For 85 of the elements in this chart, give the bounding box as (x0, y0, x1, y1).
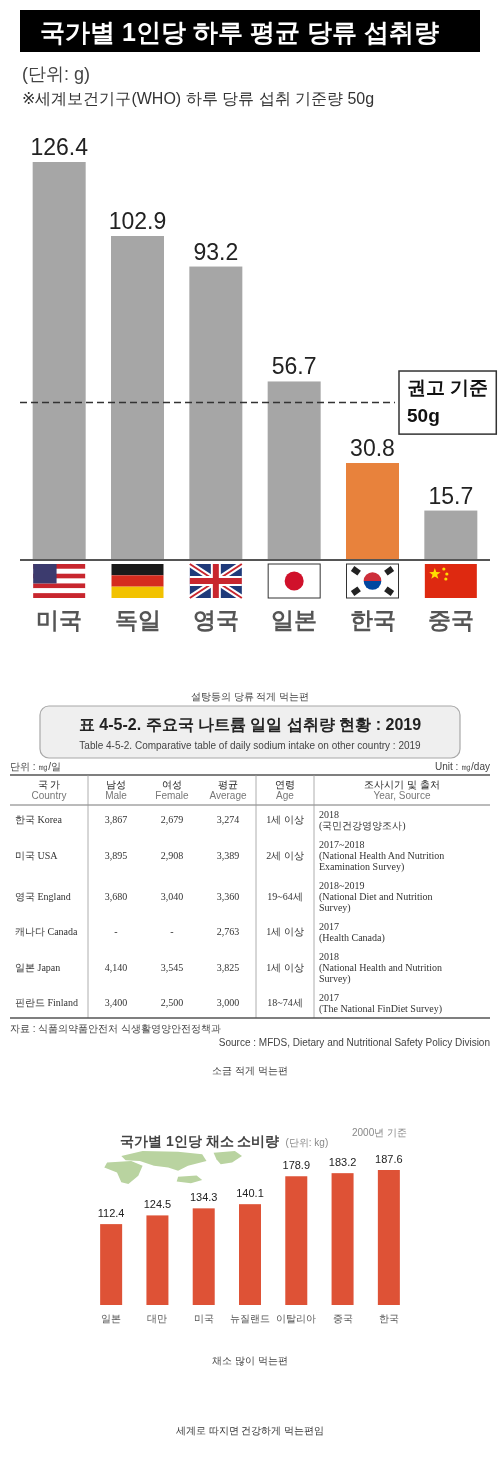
cell: 1세 이상 (266, 814, 304, 825)
subtitle: (단위: g) (22, 64, 90, 84)
row-header: 핀란드 Finland (15, 997, 79, 1008)
cell: 2,908 (160, 849, 184, 861)
title: 표 4-5-2. 주요국 나트륨 일일 섭취량 현황 : 2019 (78, 716, 422, 733)
cell: 18~74세 (267, 997, 303, 1008)
cell: 2017 (The National FinDiet Survey) (319, 991, 443, 1014)
category-label: 뉴질랜드 (230, 1313, 270, 1324)
cell: 2018~2019 (National Diet and Nutrition Survey) (319, 879, 433, 913)
cell: 2018 (National Health and Nutrition Survey) (319, 950, 443, 984)
title: 국가별 1인당 하루 평균 당류 섭취량 (40, 18, 439, 46)
data-label: 56.7 (271, 353, 317, 380)
category-label: 미국 (193, 1313, 214, 1324)
data-label: 124.5 (143, 1198, 172, 1211)
cell: 3,680 (104, 890, 128, 902)
column-header: 남성 Male (105, 779, 127, 801)
cell: 2018 (국민건강영양조사) (319, 808, 406, 831)
cell: - (170, 926, 174, 937)
cell: 2017~2018 (National Health And Nutrition Examination Survey) (319, 838, 445, 872)
cell: 2세 이상 (266, 849, 304, 861)
category-label: 이탈리아 (276, 1313, 317, 1324)
category-label: 미국 (36, 607, 83, 633)
data-label: 15.7 (428, 482, 474, 509)
cell: 1세 이상 (266, 961, 304, 973)
data-label: 183.2 (328, 1156, 357, 1169)
row-header: 영국 England (15, 890, 71, 902)
annotation: 소금 적게 먹는편 (212, 1065, 288, 1076)
cell: 2017 (Health Canada) (319, 920, 385, 943)
cell: 3,274 (216, 814, 240, 825)
data-label: 178.9 (282, 1159, 311, 1172)
annotation: Unit : ㎎/day (434, 761, 490, 772)
annotation: ※세계보건기구(WHO) 하루 당류 섭취 기준량 50g (22, 90, 375, 107)
column-header: 평균 Average (209, 779, 247, 801)
cell: 19~64세 (267, 890, 303, 902)
annotation: Source : MFDS, Dietary and Nutritional Safety Policy Division (218, 1037, 490, 1048)
row-header: 미국 USA (15, 849, 58, 861)
cell: 3,545 (160, 961, 184, 973)
cell: 3,825 (216, 961, 240, 973)
annotation: 자료 : 식품의약품안전처 식생활영양안전정책과 (10, 1023, 222, 1034)
category-label: 독일 (114, 607, 161, 633)
category-label: 대만 (147, 1313, 168, 1324)
cell: 2,679 (160, 814, 184, 825)
data-label: 126.4 (30, 134, 88, 160)
row-header: 한국 Korea (15, 814, 62, 825)
annotation: 설탕등의 당류 적게 먹는편 (190, 691, 310, 702)
cell: 3,389 (216, 849, 240, 861)
data-label: 140.1 (236, 1187, 264, 1200)
cell: 1세 이상 (266, 926, 304, 937)
cell: 3,400 (104, 997, 128, 1008)
row-header: 일본 Japan (15, 961, 61, 973)
subtitle: (단위: kg) (285, 1137, 329, 1148)
category-label: 한국 (349, 607, 396, 633)
annotation: 2000년 기준 (352, 1127, 408, 1138)
category-label: 일본 (271, 607, 318, 633)
column-header: 여성 Female (155, 779, 189, 801)
cell: 3,360 (216, 890, 240, 902)
data-label: 134.3 (189, 1191, 218, 1204)
category-label: 한국 (378, 1313, 399, 1324)
column-header: 국 가 Country (31, 779, 67, 801)
subtitle: Table 4-5-2. Comparative table of daily sodium intake on other country : 2019 (79, 740, 421, 751)
cell: 3,000 (216, 997, 240, 1008)
annotation: 채소 많이 먹는편 (212, 1355, 288, 1366)
annotation: 단위 : ㎎/일 (10, 761, 62, 772)
category-label: 중국 (427, 607, 474, 633)
data-label: 112.4 (97, 1207, 125, 1220)
column-header: 조사시기 및 출처 Year, Source (364, 779, 440, 801)
category-label: 중국 (332, 1313, 353, 1324)
title: 국가별 1인당 채소 소비량 (120, 1133, 280, 1149)
cell: 4,140 (104, 961, 128, 973)
data-label: 93.2 (193, 238, 239, 265)
cell: 2,763 (216, 926, 240, 937)
data-label: 187.6 (375, 1153, 403, 1165)
cell: 3,895 (104, 849, 128, 861)
cell: 2,500 (160, 997, 184, 1008)
data-label: 102.9 (108, 208, 167, 234)
column-header: 연령 Age (275, 779, 295, 801)
cell: 3,867 (104, 814, 128, 825)
category-label: 일본 (101, 1313, 122, 1324)
row-header: 캐나다 Canada (15, 926, 78, 937)
annotation: 세계로 따지면 건강하게 먹는편임 (175, 1425, 325, 1436)
data-label: 30.8 (350, 435, 395, 461)
cell: 3,040 (160, 890, 184, 902)
category-label: 영국 (192, 607, 239, 633)
cell: - (114, 926, 118, 937)
ref-label: 권고 기준 50g (407, 377, 489, 426)
